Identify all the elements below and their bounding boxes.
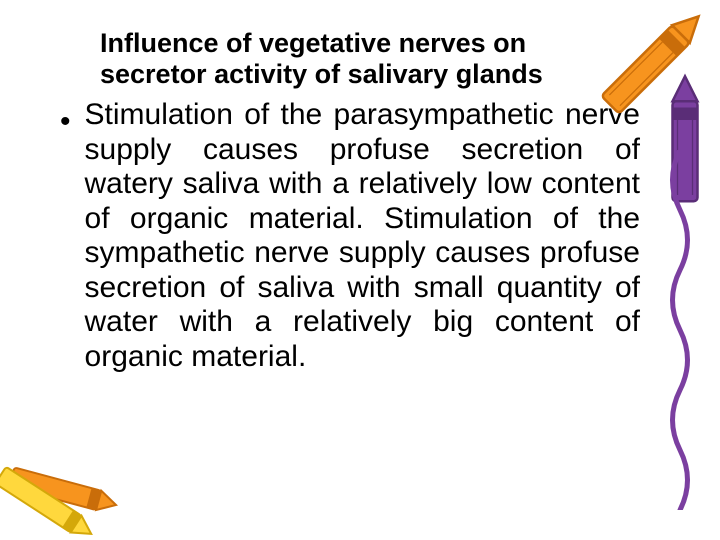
body-text: Stimulation of the parasympathetic nerve… <box>85 98 640 374</box>
slide: Influence of vegetative nerves on secret… <box>0 0 720 540</box>
bullet-marker: • <box>60 104 71 140</box>
bullet-item: • Stimulation of the parasympathetic ner… <box>60 98 640 374</box>
crayon-icon <box>0 424 140 540</box>
slide-title: Influence of vegetative nerves on secret… <box>100 28 640 90</box>
squiggle-icon <box>660 150 700 510</box>
